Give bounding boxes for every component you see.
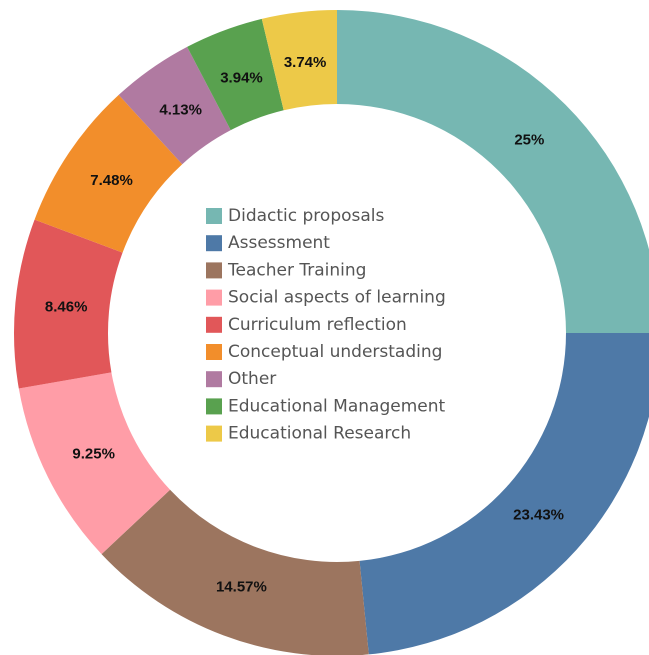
legend-label: Educational Management: [228, 396, 445, 416]
slice: [118, 46, 231, 165]
legend-swatch: [206, 208, 222, 224]
legend-label: Other: [228, 369, 276, 389]
data-label: 4.13%: [159, 101, 202, 118]
slice: [18, 372, 171, 555]
slice: [187, 18, 284, 131]
data-label: 25%: [514, 132, 544, 149]
legend-swatch: [206, 371, 222, 388]
legend-label: Conceptual understading: [228, 342, 442, 362]
slice: [337, 10, 649, 333]
data-label: 7.48%: [90, 172, 133, 189]
data-label: 14.57%: [216, 579, 267, 596]
legend-swatch: [206, 425, 222, 442]
slice: [261, 10, 337, 111]
slice: [34, 94, 183, 253]
slice: [101, 489, 369, 655]
data-label: 9.25%: [72, 446, 115, 463]
legend-label: Didactic proposals: [228, 206, 385, 226]
legend-swatch: [206, 262, 222, 279]
legend-label: Assessment: [228, 233, 330, 253]
data-label: 8.46%: [45, 299, 88, 316]
slice: [14, 219, 123, 389]
slice: [359, 333, 649, 655]
legend-label: Social aspects of learning: [228, 288, 446, 308]
legend-swatch: [206, 316, 222, 333]
data-label: 3.74%: [284, 54, 327, 71]
legend-label: Educational Research: [228, 424, 411, 444]
legend-swatch: [206, 398, 222, 415]
legend-label: Teacher Training: [227, 260, 366, 280]
legend-swatch: [206, 235, 222, 252]
legend-label: Curriculum reflection: [228, 315, 407, 335]
data-label: 3.94%: [220, 69, 263, 86]
legend-swatch: [206, 344, 222, 360]
legend-swatch: [206, 289, 222, 306]
data-label: 23.43%: [513, 507, 564, 524]
